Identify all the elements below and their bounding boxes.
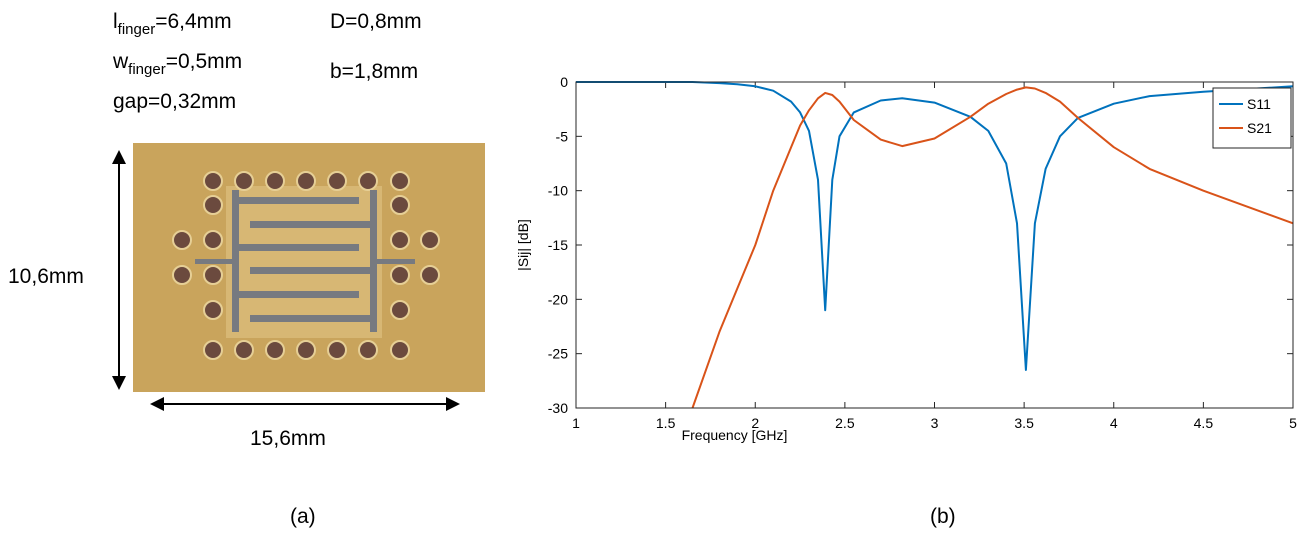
port-line xyxy=(377,259,415,264)
param-value: =0,5mm xyxy=(166,50,242,73)
y-tick-label: 0 xyxy=(560,74,568,90)
via-hole xyxy=(172,265,192,285)
via-hole xyxy=(203,340,223,360)
via-hole xyxy=(234,340,254,360)
series-line xyxy=(691,86,1294,409)
y-tick-label: -25 xyxy=(548,346,568,362)
via-hole xyxy=(203,195,223,215)
via-hole xyxy=(358,171,378,191)
x-tick-label: 2.5 xyxy=(835,415,855,431)
feed-bar xyxy=(232,190,239,332)
x-tick-label: 4.5 xyxy=(1194,415,1214,431)
finger xyxy=(250,221,370,228)
y-axis-label: |Sij| [dB] xyxy=(515,219,531,271)
param-symbol: gap=0,32mm xyxy=(113,90,236,113)
parameter: lfinger=6,4mm xyxy=(113,10,232,38)
x-tick-label: 5 xyxy=(1289,415,1297,431)
caption-b: (b) xyxy=(930,505,956,528)
parameter: b=1,8mm xyxy=(330,60,418,83)
param-subscript: finger xyxy=(128,61,166,78)
resonator-area xyxy=(226,186,382,338)
via-hole xyxy=(358,340,378,360)
x-tick-label: 1.5 xyxy=(656,415,676,431)
y-tick-label: -30 xyxy=(548,400,568,416)
via-hole xyxy=(420,230,440,250)
finger xyxy=(239,244,359,251)
caption-a: (a) xyxy=(290,505,316,528)
via-hole xyxy=(390,195,410,215)
x-tick-label: 3.5 xyxy=(1014,415,1034,431)
x-tick-label: 3 xyxy=(931,415,939,431)
via-hole xyxy=(390,230,410,250)
finger xyxy=(239,291,359,298)
param-subscript: finger xyxy=(118,21,156,38)
via-hole xyxy=(390,300,410,320)
finger xyxy=(250,315,370,322)
finger xyxy=(250,267,370,274)
axes-frame xyxy=(575,81,1294,409)
finger xyxy=(239,197,359,204)
via-hole xyxy=(296,340,316,360)
feed-bar xyxy=(370,190,377,332)
y-tick-label: -10 xyxy=(548,183,568,199)
x-tick-label: 2 xyxy=(751,415,759,431)
parameter: D=0,8mm xyxy=(330,10,422,33)
via-hole xyxy=(390,171,410,191)
parameter: gap=0,32mm xyxy=(113,90,236,113)
x-tick-label: 1 xyxy=(572,415,580,431)
via-hole xyxy=(172,230,192,250)
via-hole xyxy=(203,171,223,191)
param-symbol: b=1,8mm xyxy=(330,60,418,83)
plot-area xyxy=(576,82,1293,408)
param-symbol: l xyxy=(113,10,118,33)
via-hole xyxy=(420,265,440,285)
via-hole xyxy=(265,340,285,360)
param-symbol: w xyxy=(112,50,129,73)
legend-label: S11 xyxy=(1247,96,1271,112)
via-hole xyxy=(203,300,223,320)
via-hole xyxy=(390,340,410,360)
parameters: lfinger=6,4mmwfinger=0,5mmgap=0,32mmD=0,… xyxy=(112,10,422,113)
series-line xyxy=(576,81,1294,371)
width-label: 15,6mm xyxy=(250,427,326,450)
param-value: =6,4mm xyxy=(155,10,231,33)
via-hole xyxy=(203,230,223,250)
y-tick-label: -20 xyxy=(548,291,568,307)
x-axis-label: Frequency [GHz] xyxy=(682,427,788,443)
y-tick-label: -15 xyxy=(548,237,568,253)
chart: -30 -25 -20 -15 -10 -5 0 1 1.5 2 2.5 3 3.5 4 4.5 5 Frequ… xyxy=(515,74,1297,443)
via-hole xyxy=(327,340,347,360)
y-tick-label: -5 xyxy=(556,128,569,144)
port-line xyxy=(195,259,232,264)
param-symbol: D=0,8mm xyxy=(330,10,422,33)
height-label: 10,6mm xyxy=(8,265,84,288)
prototype-photo xyxy=(133,143,485,392)
via-hole xyxy=(234,171,254,191)
parameter: wfinger=0,5mm xyxy=(112,50,242,78)
via-hole xyxy=(327,171,347,191)
x-tick-label: 4 xyxy=(1110,415,1118,431)
legend-label: S21 xyxy=(1247,120,1272,136)
legend-box xyxy=(1212,87,1292,149)
via-hole xyxy=(203,265,223,285)
via-hole xyxy=(265,171,285,191)
via-hole xyxy=(296,171,316,191)
via-hole xyxy=(390,265,410,285)
